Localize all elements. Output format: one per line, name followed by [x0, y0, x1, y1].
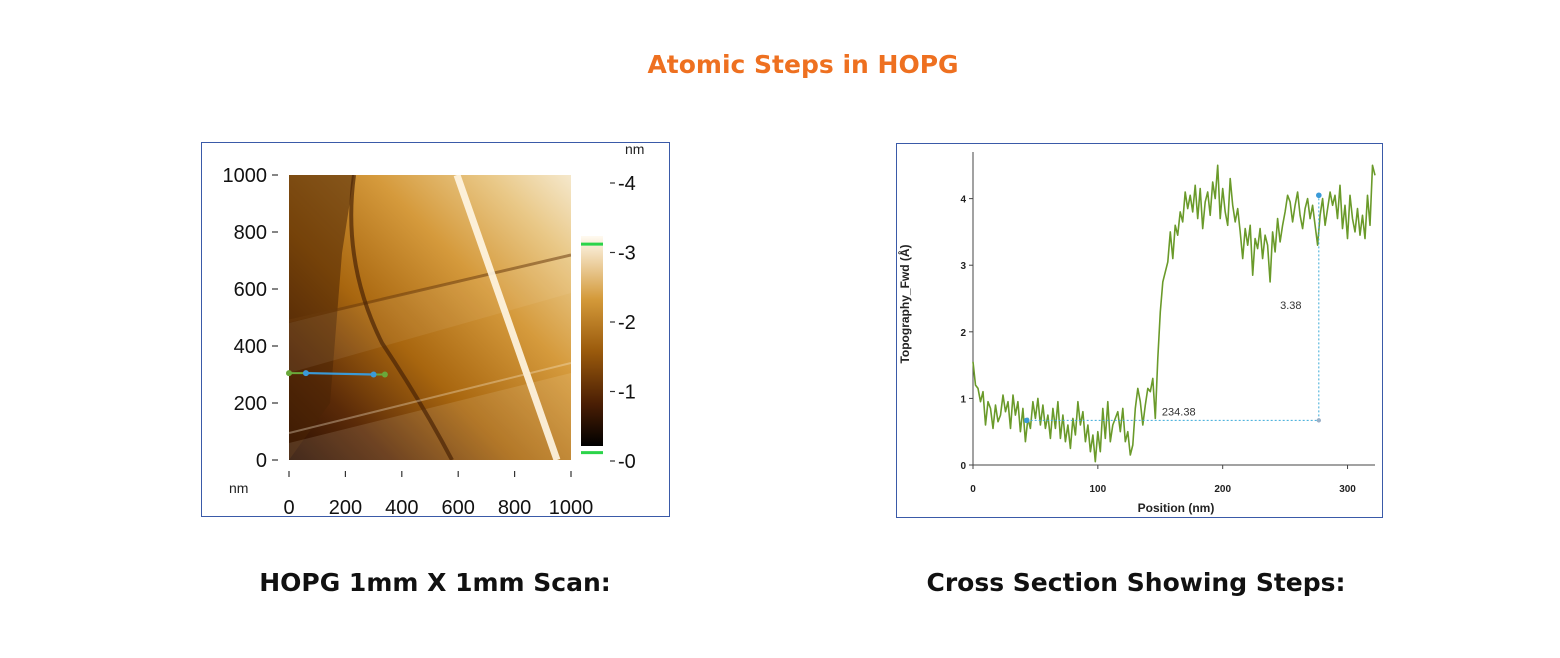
page-title: Atomic Steps in HOPG: [647, 50, 959, 79]
cross-section-annotations: 234.38 3.38: [1023, 192, 1322, 424]
y-tick-label: 600: [234, 279, 267, 301]
y-tick-label: 1000: [223, 165, 268, 187]
measure-cursor-end[interactable]: [1316, 192, 1322, 199]
colorbar-unit: nm: [625, 143, 644, 157]
vertical-measure-label: 3.38: [1280, 300, 1301, 312]
profile-endpoint-handle[interactable]: [381, 371, 388, 378]
y-tick-label: 4: [960, 195, 966, 206]
x-tick-label: 100: [1090, 484, 1107, 495]
x-tick-label: 0: [970, 484, 976, 495]
colorbar-tick-label: -1: [618, 382, 636, 404]
measure-corner-point: [1316, 418, 1322, 423]
x-tick-label: 200: [329, 497, 362, 515]
x-tick-label: 400: [385, 497, 418, 515]
x-tick-label: 800: [498, 497, 531, 515]
y-tick-label: 400: [234, 336, 267, 358]
heatmap-axes: 0 200 400 600 800 1000 0 200 400 600 800 1000: [223, 165, 594, 519]
x-tick-label: 0: [283, 497, 294, 515]
colorbar-tick-label: -2: [618, 312, 636, 334]
profile-line[interactable]: [305, 371, 374, 376]
caption-cross-section: Cross Section Showing Steps:: [926, 568, 1346, 597]
cross-section-chart: 0 100 200 300 0 1 2 3 4 234.38 3.38 Position (nm)…: [897, 152, 1376, 515]
colorbar: [581, 236, 603, 446]
cross-section-panel: 0 100 200 300 0 1 2 3 4 234.38 3.38 Position (nm)…: [896, 143, 1383, 518]
y-tick-label: 200: [234, 393, 267, 415]
measure-cursor-start[interactable]: [1023, 417, 1030, 424]
y-axis-label: Topography_Fwd (Å): [897, 244, 912, 363]
x-tick-label: 1000: [549, 497, 594, 515]
colorbar-ticks: -0 -1 -2 -3 -4: [581, 173, 636, 473]
line-profile: [286, 370, 388, 378]
y-tick-label: 0: [960, 461, 966, 472]
y-tick-label: 2: [960, 328, 966, 339]
colorbar-tick-label: -0: [618, 451, 636, 473]
caption-scan: HOPG 1mm X 1mm Scan:: [259, 568, 611, 597]
colorbar-tick-label: -4: [618, 173, 636, 195]
y-tick-label: 1: [960, 394, 966, 405]
cross-section-axes: 0 100 200 300 0 1 2 3 4: [960, 152, 1375, 495]
colorbar-tick-label: -3: [618, 243, 636, 265]
horizontal-measure-label: 234.38: [1162, 406, 1196, 418]
y-tick-label: 800: [234, 222, 267, 244]
x-tick-label: 200: [1214, 484, 1231, 495]
afm-scan-panel: 0 200 400 600 800 1000 0 200 400 600 800 1000 -0 -1-…: [201, 141, 670, 519]
x-axis-label: Position (nm): [1138, 501, 1215, 515]
x-tick-label: 300: [1339, 484, 1356, 495]
profile-cursor-handle[interactable]: [302, 370, 309, 377]
profile-endpoint-handle[interactable]: [286, 370, 292, 377]
y-tick-label: 0: [256, 450, 267, 472]
y-tick-label: 3: [960, 261, 966, 272]
profile-cursor-handle[interactable]: [370, 371, 377, 378]
x-axis-unit: nm: [229, 480, 248, 496]
x-tick-label: 600: [442, 497, 475, 515]
